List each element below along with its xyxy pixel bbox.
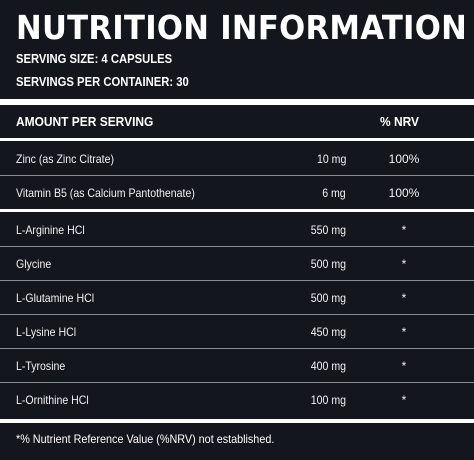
nutrient-name: L-Lysine HCl [16, 325, 77, 339]
divider-thick [0, 99, 474, 105]
nutrient-amount: 10 mg [316, 152, 346, 166]
row-divider [0, 175, 474, 176]
nutrient-amount: 400 mg [310, 359, 346, 373]
panel-title: NUTRITION INFORMATION [16, 8, 468, 47]
nutrient-name: L-Tyrosine [16, 359, 66, 373]
nutrient-row: Vitamin B5 (as Calcium Pantothenate) 6 m… [0, 176, 474, 210]
row-divider [0, 382, 474, 383]
nutrient-row: Glycine 500 mg * [0, 247, 474, 281]
nutrient-row: L-Glutamine HCl 500 mg * [0, 281, 474, 315]
nutrient-amount: 550 mg [310, 223, 346, 237]
divider-group [0, 209, 474, 212]
row-divider [0, 280, 474, 281]
nutrient-name: L-Glutamine HCl [16, 291, 95, 305]
nutrient-amount: 500 mg [310, 257, 346, 271]
nutrient-row: Zinc (as Zinc Citrate) 10 mg 100% [0, 142, 474, 176]
nutrient-row: L-Arginine HCl 550 mg * [0, 213, 474, 247]
nutrient-amount: 100 mg [310, 393, 346, 407]
nutrient-row: L-Ornithine HCl 100 mg * [0, 383, 474, 417]
header-amount-per-serving: AMOUNT PER SERVING [16, 114, 154, 129]
divider-footer [0, 419, 474, 423]
servings-per-container: SERVINGS PER CONTAINER: 30 [16, 75, 189, 89]
row-divider [0, 348, 474, 349]
nutrient-row: L-Tyrosine 400 mg * [0, 349, 474, 383]
nutrient-name: Glycine [16, 257, 52, 271]
footnote: *% Nutrient Reference Value (%NRV) not e… [16, 432, 275, 446]
nutrient-amount: 6 mg [322, 186, 346, 200]
row-divider [0, 314, 474, 315]
nutrient-nrv: * [401, 223, 407, 237]
nutrient-name: L-Ornithine HCl [16, 393, 89, 407]
header-nrv: % NRV [380, 114, 419, 129]
nutrient-row: L-Lysine HCl 450 mg * [0, 315, 474, 349]
nutrient-nrv: * [401, 359, 407, 373]
nutrient-nrv: * [401, 325, 407, 339]
row-divider [0, 246, 474, 247]
nutrient-nrv: * [401, 393, 407, 407]
nutrient-amount: 450 mg [310, 325, 346, 339]
nutrient-nrv: 100% [388, 152, 420, 166]
serving-size: SERVING SIZE: 4 CAPSULES [16, 52, 173, 66]
nutrient-name: Vitamin B5 (as Calcium Pantothenate) [16, 186, 195, 200]
nutrient-name: Zinc (as Zinc Citrate) [16, 152, 114, 166]
divider-header [0, 138, 474, 141]
nutrient-name: L-Arginine HCl [16, 223, 85, 237]
nutrient-nrv: * [401, 257, 407, 271]
nutrient-amount: 500 mg [310, 291, 346, 305]
nutrient-nrv: 100% [388, 186, 420, 200]
nutrient-nrv: * [401, 291, 407, 305]
